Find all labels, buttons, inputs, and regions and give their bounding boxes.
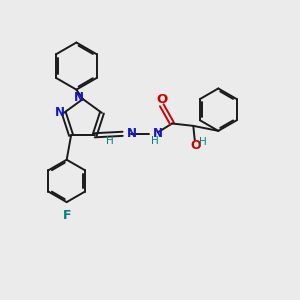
Text: H: H: [151, 136, 158, 146]
Text: N: N: [153, 127, 163, 140]
Text: F: F: [62, 208, 71, 222]
Text: H: H: [199, 137, 207, 147]
Text: N: N: [126, 127, 136, 140]
Text: H: H: [106, 136, 114, 146]
Text: N: N: [54, 106, 64, 119]
Text: O: O: [190, 139, 201, 152]
Text: N: N: [74, 91, 84, 104]
Text: O: O: [156, 93, 167, 106]
